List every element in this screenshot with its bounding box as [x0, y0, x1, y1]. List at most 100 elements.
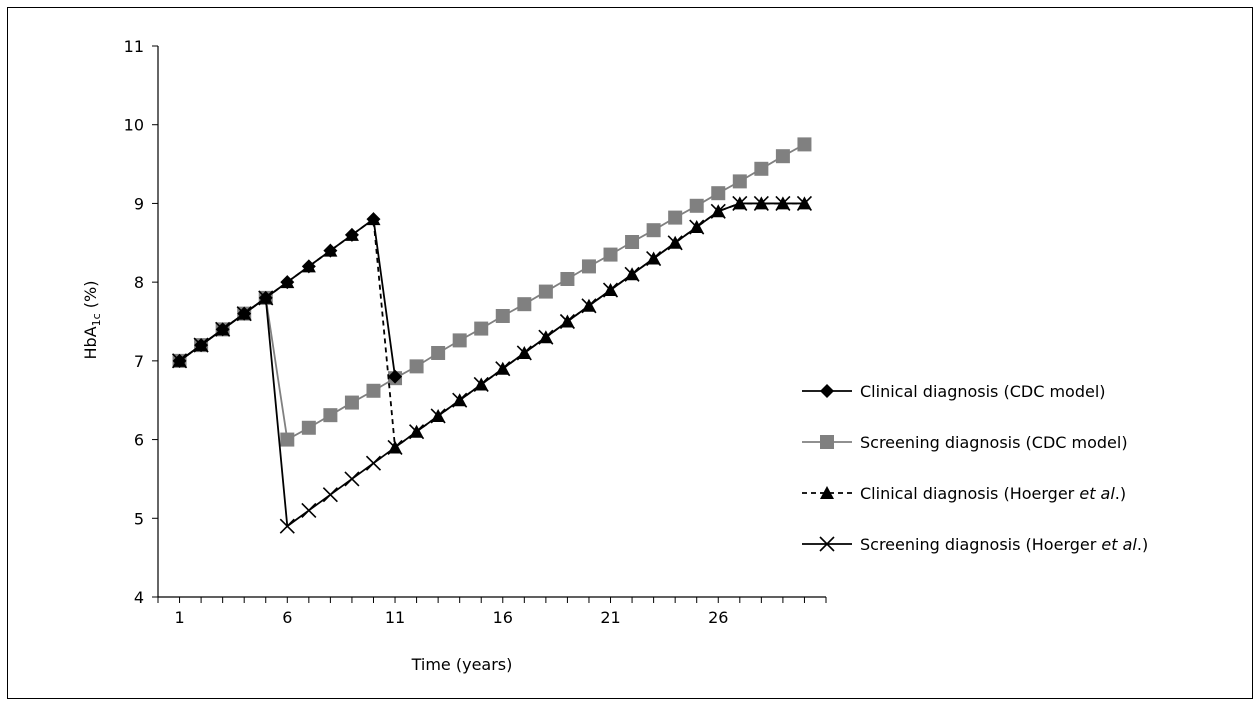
data-point — [732, 174, 747, 189]
data-point — [560, 271, 575, 286]
legend-item-3: Screening diagnosis (Hoerger et al.) — [802, 535, 1148, 554]
data-point — [323, 243, 338, 258]
x-tick-label: 16 — [493, 608, 513, 627]
data-point — [581, 298, 596, 312]
data-point — [409, 359, 424, 374]
x-tick-label: 21 — [600, 608, 620, 627]
x-tick-label: 26 — [708, 608, 728, 627]
series-line — [179, 202, 805, 450]
data-point — [538, 284, 553, 299]
axes — [157, 46, 826, 598]
legend-swatch-marker — [820, 384, 834, 398]
data-point — [474, 321, 489, 336]
data-point — [603, 247, 618, 262]
x-marker-stroke — [322, 487, 338, 503]
data-point — [388, 440, 403, 454]
x-marker-stroke — [365, 455, 382, 471]
legend-swatch-marker — [819, 536, 835, 552]
y-axis-title: HbA1c (%) — [81, 281, 103, 360]
data-point — [625, 234, 640, 249]
y-tick-label: 7 — [134, 352, 144, 371]
series-1 — [172, 137, 812, 447]
data-point — [366, 383, 381, 398]
data-point — [279, 518, 295, 534]
data-point — [689, 220, 704, 234]
y-tick-label: 8 — [134, 273, 144, 292]
data-point — [517, 297, 532, 312]
data-point — [237, 306, 252, 321]
legend-item-1: Screening diagnosis (CDC model) — [802, 433, 1128, 452]
x-tick-label: 11 — [385, 608, 405, 627]
data-point — [258, 290, 273, 305]
data-point — [775, 196, 790, 210]
data-point — [474, 377, 489, 391]
data-point — [452, 393, 467, 407]
data-point — [366, 212, 381, 227]
data-point — [517, 345, 532, 359]
series-layer — [171, 137, 813, 534]
data-point — [603, 283, 618, 297]
legend-label: Screening diagnosis (CDC model) — [860, 433, 1128, 452]
legend-item-2: Clinical diagnosis (Hoerger et al.) — [802, 484, 1126, 503]
data-point — [711, 204, 726, 218]
data-point — [775, 149, 790, 164]
data-point — [215, 322, 230, 337]
data-point — [280, 275, 295, 290]
data-point — [711, 186, 726, 201]
legend-label: Clinical diagnosis (CDC model) — [860, 382, 1106, 401]
series-0 — [172, 212, 403, 384]
data-point — [301, 502, 317, 518]
data-point — [625, 267, 640, 281]
y-axis-title-unit: (%) — [81, 281, 100, 314]
data-point — [538, 330, 553, 344]
y-tick-label: 5 — [134, 509, 144, 528]
data-point — [280, 432, 295, 447]
x-tick-label: 6 — [282, 608, 292, 627]
data-point — [732, 196, 747, 210]
y-axis-title-main: HbA — [81, 326, 100, 359]
data-point — [797, 137, 812, 152]
data-point — [409, 424, 424, 438]
data-point — [301, 420, 316, 435]
data-point — [797, 196, 812, 210]
legend-item-0: Clinical diagnosis (CDC model) — [802, 382, 1106, 401]
y-tick-label: 11 — [124, 37, 144, 56]
y-tick-label: 9 — [134, 194, 144, 213]
data-point — [754, 196, 769, 210]
legend-swatch-marker — [820, 435, 834, 449]
data-point — [194, 338, 209, 353]
data-point — [495, 361, 510, 375]
data-point — [452, 333, 467, 348]
data-point — [560, 314, 575, 328]
legend: Clinical diagnosis (CDC model) Screening … — [802, 382, 1148, 554]
data-point — [668, 210, 683, 225]
y-tick-label: 10 — [124, 116, 144, 135]
y-tick-label: 6 — [134, 431, 144, 450]
data-point — [668, 235, 683, 249]
y-tick-label: 4 — [134, 588, 144, 607]
data-point — [172, 353, 187, 368]
legend-label: Clinical diagnosis (Hoerger et al.) — [860, 484, 1126, 503]
data-point — [301, 259, 316, 274]
data-point — [322, 487, 338, 503]
data-point — [344, 471, 360, 487]
data-point — [581, 259, 596, 274]
data-point — [431, 408, 446, 422]
data-point — [689, 198, 704, 213]
data-point — [754, 161, 769, 176]
data-point — [344, 395, 359, 410]
data-point — [365, 455, 382, 471]
data-point — [431, 345, 446, 360]
legend-swatch-marker — [820, 486, 834, 499]
x-marker-stroke — [279, 518, 295, 534]
x-marker-stroke — [819, 536, 835, 552]
series-line — [179, 202, 805, 528]
x-marker-stroke — [344, 471, 360, 487]
x-tick-label: 1 — [174, 608, 184, 627]
data-point — [388, 369, 403, 384]
chart-frame — [7, 7, 1253, 699]
data-point — [344, 227, 359, 242]
x-marker-stroke — [301, 502, 317, 518]
data-point — [495, 308, 510, 323]
